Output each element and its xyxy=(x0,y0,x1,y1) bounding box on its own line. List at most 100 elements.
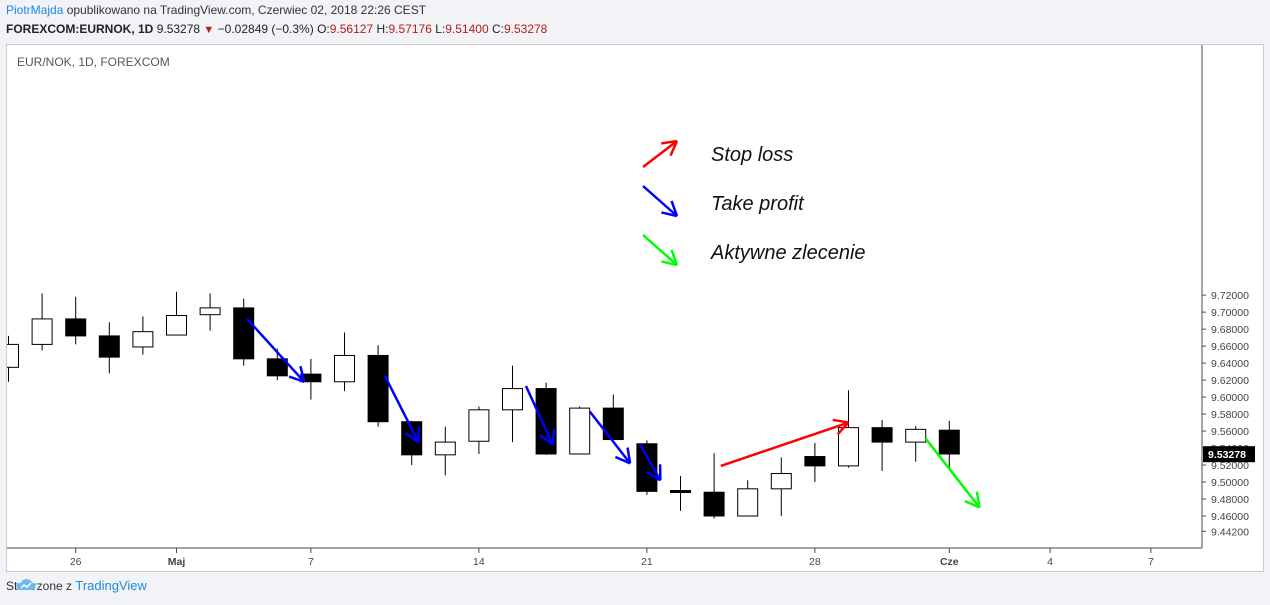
x-tick-label: 7 xyxy=(1148,556,1154,568)
open-value: 9.56127 xyxy=(329,22,374,36)
x-tick-label: 26 xyxy=(70,556,82,568)
signal-arrow-head xyxy=(646,470,662,482)
candle-body-up xyxy=(7,343,19,368)
x-tick-label: Cze xyxy=(940,556,959,568)
signal-arrow-shaft xyxy=(720,421,849,468)
y-tick-label: 9.70000 xyxy=(1211,307,1249,319)
signal-arrow-shaft xyxy=(588,410,632,465)
legend-label: Stop loss xyxy=(711,144,793,166)
candle-body-up xyxy=(569,407,591,455)
y-tick-label: 9.62000 xyxy=(1211,375,1249,387)
signal-arrow-shaft xyxy=(383,375,420,443)
author-link[interactable]: PiotrMajda xyxy=(6,3,64,17)
candle-body-up xyxy=(770,473,792,490)
y-tick-label: 9.56000 xyxy=(1211,426,1249,438)
signal-arrow-shaft xyxy=(524,385,554,446)
price-change: −0.02849 (−0.3%) xyxy=(217,22,314,36)
signal-arrow-head xyxy=(626,447,632,464)
y-tick-label: 9.66000 xyxy=(1211,341,1249,353)
signal-arrow-shaft xyxy=(639,444,662,481)
x-tick-label: 4 xyxy=(1047,556,1053,568)
publish-line: PiotrMajda opublikowano na TradingView.c… xyxy=(6,3,426,17)
candle-body-down xyxy=(938,429,960,455)
candle-body-down xyxy=(266,358,288,377)
x-tick-label: 28 xyxy=(809,556,821,568)
signal-arrow-head xyxy=(614,455,631,465)
candle-body-down xyxy=(98,335,120,358)
y-tick-label: 9.64000 xyxy=(1211,358,1249,370)
x-tick-label: Maj xyxy=(168,556,186,568)
legend-label: Aktywne zlecenie xyxy=(710,242,866,264)
signal-arrow-head xyxy=(288,375,305,383)
y-tick-label: 9.68000 xyxy=(1211,324,1249,336)
low-label: L: xyxy=(435,22,446,36)
high-value: 9.57176 xyxy=(388,22,432,36)
legend-arrow-head xyxy=(670,249,679,266)
candle-body-down xyxy=(670,490,691,494)
signal-arrow-head xyxy=(404,432,420,444)
tradingview-brand-link[interactable]: TradingView xyxy=(75,578,147,593)
y-tick-label: 9.44200 xyxy=(1211,526,1249,538)
x-tick-label: 14 xyxy=(473,556,485,568)
signal-arrow-head xyxy=(539,434,554,446)
candle-body-up xyxy=(199,307,221,316)
chart-header: PiotrMajda opublikowano na TradingView.c… xyxy=(0,0,1270,44)
candle-body-up xyxy=(166,315,187,336)
chart-panel[interactable]: EUR/NOK, 1D, FOREXCOM 9.72000 9.70000 9.680… xyxy=(6,44,1264,572)
signal-arrow-head xyxy=(975,491,981,508)
legend-arrow-shaft xyxy=(642,185,678,217)
open-label: O: xyxy=(317,22,330,36)
legend-arrow-shaft xyxy=(642,140,678,168)
candle-body-down xyxy=(636,443,658,492)
signal-arrow-shaft xyxy=(246,318,306,383)
y-tick-label: 9.48000 xyxy=(1211,494,1249,506)
y-tick-label: 9.50000 xyxy=(1211,477,1249,489)
candle-body-down xyxy=(233,307,255,360)
symbol-label: FOREXCOM:EURNOK, 1D xyxy=(6,22,154,36)
legend-arrow-head xyxy=(661,211,678,218)
signal-arrow-shaft xyxy=(924,437,981,509)
last-price-label: 9.53278 xyxy=(1208,449,1246,461)
x-tick-label: 21 xyxy=(641,556,653,568)
legend-label: Take profit xyxy=(711,193,805,215)
last-price-box xyxy=(1203,446,1255,463)
signal-arrow-head xyxy=(836,421,850,436)
published-text: opublikowano na TradingView.com, Czerwie… xyxy=(66,3,427,17)
down-triangle-icon: ▼ xyxy=(203,24,215,36)
low-value: 9.51400 xyxy=(445,22,489,36)
y-tick-label: 9.58000 xyxy=(1211,409,1249,421)
signal-arrow-head xyxy=(299,365,306,383)
candle-body-up xyxy=(31,318,53,345)
candle-body-up xyxy=(132,331,154,348)
close-label: C: xyxy=(491,22,504,36)
legend-arrow-head xyxy=(669,140,679,157)
candle-body-up xyxy=(502,388,523,411)
candle-body-down xyxy=(535,388,557,455)
candle-body-down xyxy=(367,354,389,423)
candle-body-up xyxy=(434,441,456,456)
footer: Stworzone z TradingView xyxy=(6,578,147,600)
legend-arrow-head xyxy=(661,260,678,267)
tradingview-cloud-icon[interactable] xyxy=(14,578,38,592)
candle-body-down xyxy=(602,407,624,441)
candle-body-up xyxy=(905,428,927,443)
candle-body-down xyxy=(703,491,725,517)
y-tick-label: 9.46000 xyxy=(1211,511,1249,523)
candle-body-up xyxy=(838,427,859,467)
legend-arrow-shaft xyxy=(642,234,678,266)
y-tick-label: 9.60000 xyxy=(1211,392,1249,404)
x-tick-label: 7 xyxy=(308,556,314,568)
signal-arrow-head xyxy=(551,428,556,445)
candle-body-down xyxy=(804,456,826,467)
current-price: 9.53278 xyxy=(156,22,201,36)
ohlc-line: FOREXCOM:EURNOK, 1D 9.53278 ▼ −0.02849 (… xyxy=(6,22,547,36)
candle-body-down xyxy=(65,318,87,337)
candle-body-up xyxy=(737,488,759,517)
legend-arrow-head xyxy=(660,139,678,145)
candle-body-up xyxy=(468,409,490,442)
high-label: H: xyxy=(376,22,389,36)
y-tick-label: 9.52000 xyxy=(1211,460,1249,472)
signal-arrow-head xyxy=(832,418,849,424)
candle-body-down xyxy=(871,427,893,443)
candlestick-chart[interactable]: EUR/NOK, 1D, FOREXCOM 9.72000 9.70000 9.680… xyxy=(7,45,1263,571)
